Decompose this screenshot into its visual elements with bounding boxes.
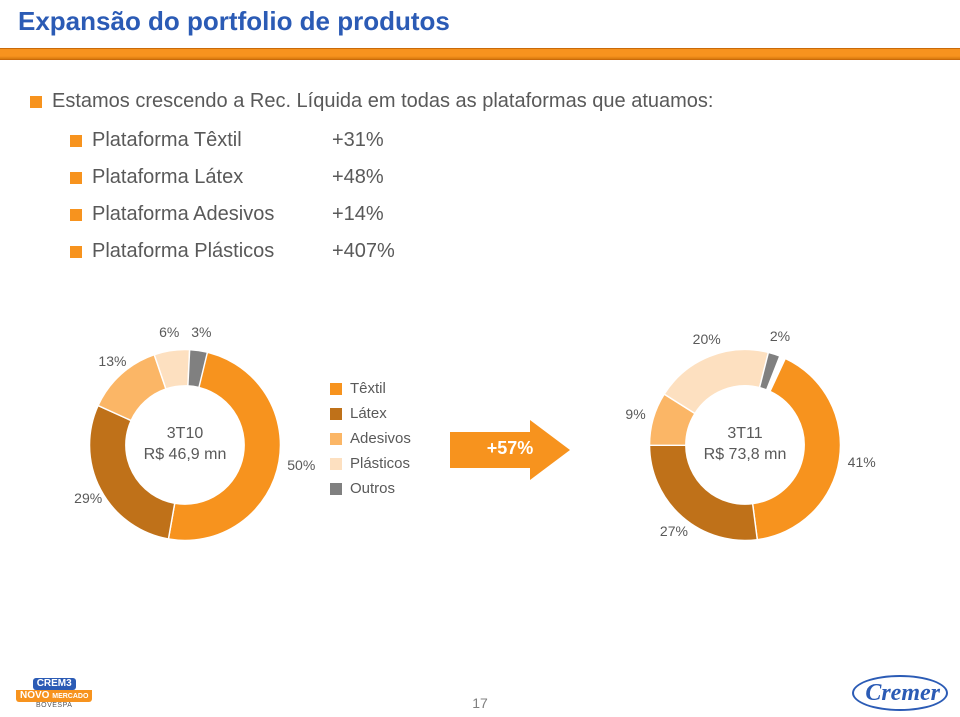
- legend-item: Adesivos: [330, 430, 411, 447]
- donut-left-svg: [80, 340, 290, 550]
- segment-label: 41%: [848, 454, 876, 470]
- legend-item: Outros: [330, 480, 411, 497]
- segment-label: 13%: [98, 353, 126, 369]
- legend-swatch: [330, 483, 342, 495]
- footer: CREM3 NOVO MERCADO BOVESPA 17 Cremer: [0, 665, 960, 717]
- legend: Têxtil Látex Adesivos Plásticos Outros: [330, 380, 411, 505]
- lead-text: Estamos crescendo a Rec. Líquida em toda…: [52, 90, 713, 113]
- segment-label: 50%: [287, 457, 315, 473]
- legend-label: Têxtil: [350, 380, 386, 397]
- platform-value: +31%: [332, 129, 384, 152]
- segment-label: 2%: [770, 328, 790, 344]
- page-title: Expansão do portfolio de produtos: [18, 6, 450, 37]
- platform-value: +407%: [332, 240, 395, 263]
- platform-value: +14%: [332, 203, 384, 226]
- content-area: Estamos crescendo a Rec. Líquida em toda…: [0, 70, 960, 263]
- segment-label: 20%: [693, 331, 721, 347]
- bullet-icon: [30, 96, 42, 108]
- legend-label: Outros: [350, 480, 395, 497]
- platform-list: Plataforma Têxtil +31% Plataforma Látex +48…: [70, 129, 930, 263]
- platform-label: Plataforma Adesivos: [92, 203, 322, 226]
- platform-value: +48%: [332, 166, 384, 189]
- bullet-icon: [70, 135, 82, 147]
- platform-label: Plataforma Plásticos: [92, 240, 322, 263]
- growth-arrow: +57%: [450, 420, 570, 480]
- legend-item: Plásticos: [330, 455, 411, 472]
- legend-item: Látex: [330, 405, 411, 422]
- donut-segment-plasticos: [664, 350, 768, 414]
- legend-item: Têxtil: [330, 380, 411, 397]
- lead-line: Estamos crescendo a Rec. Líquida em toda…: [30, 90, 930, 113]
- donut-chart-left: 3T10 R$ 46,9 mn 50%29%13%6%3%: [80, 340, 290, 550]
- legend-swatch: [330, 433, 342, 445]
- donut-segment-latex: [90, 406, 175, 539]
- legend-label: Adesivos: [350, 430, 411, 447]
- segment-label: 3%: [191, 324, 211, 340]
- legend-swatch: [330, 458, 342, 470]
- donut-right-svg: [640, 340, 850, 550]
- platform-label: Plataforma Látex: [92, 166, 322, 189]
- segment-label: 29%: [74, 490, 102, 506]
- arrow-label: +57%: [450, 438, 570, 459]
- segment-label: 9%: [625, 406, 645, 422]
- platform-item: Plataforma Adesivos +14%: [70, 203, 930, 226]
- platform-label: Plataforma Têxtil: [92, 129, 322, 152]
- legend-swatch: [330, 383, 342, 395]
- segment-label: 6%: [159, 324, 179, 340]
- platform-item: Plataforma Plásticos +407%: [70, 240, 930, 263]
- legend-label: Plásticos: [350, 455, 410, 472]
- platform-item: Plataforma Têxtil +31%: [70, 129, 930, 152]
- charts-row: 3T10 R$ 46,9 mn 50%29%13%6%3% Têxtil Láte…: [0, 320, 960, 620]
- logo-crem3: CREM3: [33, 678, 76, 690]
- platform-item: Plataforma Látex +48%: [70, 166, 930, 189]
- bullet-icon: [70, 209, 82, 221]
- page-number: 17: [0, 695, 960, 711]
- cremer-logo: Cremer: [865, 680, 940, 707]
- donut-chart-right: 3T11 R$ 73,8 mn 41%27%9%20%2%: [640, 340, 850, 550]
- legend-swatch: [330, 408, 342, 420]
- legend-label: Látex: [350, 405, 387, 422]
- header: Expansão do portfolio de produtos: [0, 0, 960, 70]
- bullet-icon: [70, 246, 82, 258]
- segment-label: 27%: [660, 523, 688, 539]
- title-divider: [0, 48, 960, 60]
- bullet-icon: [70, 172, 82, 184]
